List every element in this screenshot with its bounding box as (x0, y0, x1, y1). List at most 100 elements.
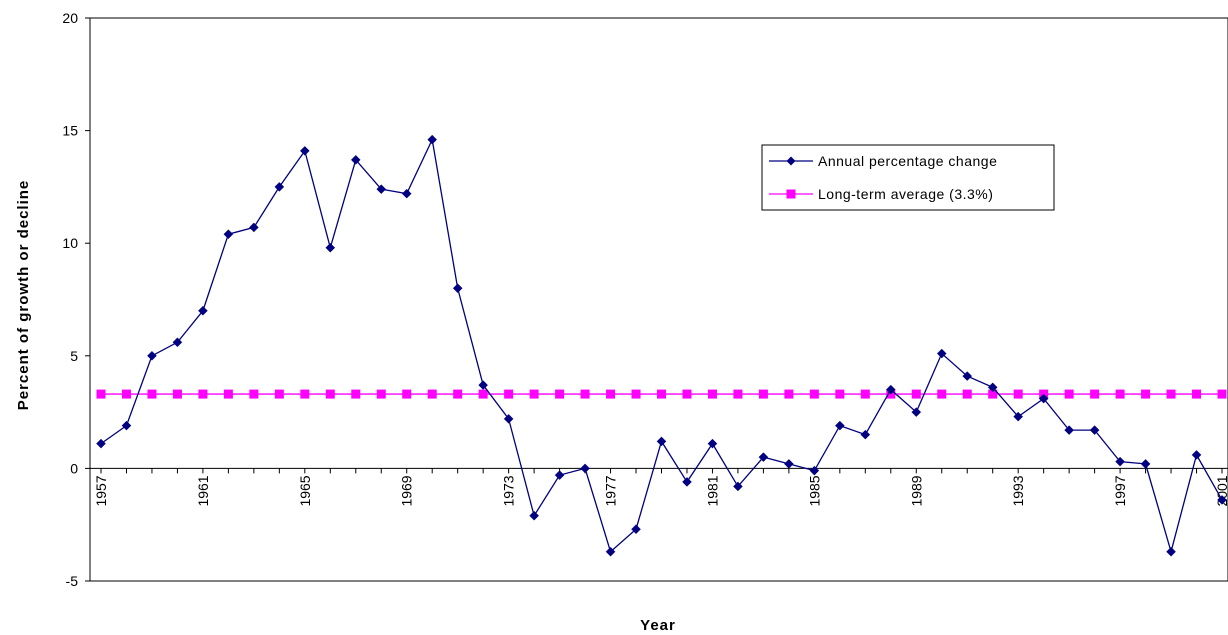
data-point (1064, 389, 1074, 399)
data-point (1089, 425, 1100, 435)
data-point (300, 389, 310, 399)
data-point (784, 459, 794, 469)
data-point (96, 438, 106, 449)
data-point (198, 305, 208, 316)
data-point (1064, 425, 1074, 435)
data-point (1166, 389, 1176, 399)
x-tick-label: 1993 (1010, 475, 1026, 506)
data-point (402, 389, 412, 399)
data-point (503, 414, 514, 424)
y-axis: -5 0 5 10 15 20 (62, 10, 90, 589)
data-point (325, 389, 335, 399)
legend-label: Annual percentage change (818, 153, 997, 169)
data-point (274, 182, 285, 192)
data-point (911, 407, 922, 417)
data-point (274, 389, 284, 399)
data-point (555, 389, 565, 399)
data-point (809, 465, 820, 476)
legend-marker (786, 189, 796, 199)
data-point (1217, 495, 1227, 505)
data-point (1141, 389, 1151, 399)
data-point (504, 389, 514, 399)
data-point (784, 389, 794, 399)
data-point (885, 384, 896, 395)
data-point (962, 389, 972, 399)
data-point (249, 389, 259, 399)
data-point (172, 389, 182, 399)
x-tick-label: 1985 (806, 475, 822, 506)
data-point (657, 389, 666, 399)
data-point (733, 389, 743, 399)
data-point (580, 389, 590, 399)
data-point (758, 452, 769, 462)
data-point (96, 389, 106, 399)
data-point (631, 389, 641, 399)
x-tick-label: 1961 (195, 475, 211, 506)
data-point (606, 389, 616, 399)
legend-item-annual: Annual percentage change (769, 153, 997, 169)
data-point (733, 481, 743, 492)
data-point (478, 389, 488, 399)
data-point (299, 146, 310, 156)
data-point (1038, 393, 1049, 404)
y-tick-label: 10 (62, 235, 78, 251)
legend-box (761, 144, 1055, 211)
data-point (682, 389, 692, 399)
data-point (1013, 411, 1024, 422)
series-layer (96, 134, 1227, 557)
x-tick-label: 1977 (603, 475, 619, 506)
data-point (1115, 456, 1125, 467)
data-point (401, 188, 412, 199)
x-tick-label: 1969 (399, 475, 415, 506)
data-point (834, 420, 845, 431)
data-point (147, 350, 157, 361)
y-tick-label: 15 (62, 123, 78, 139)
x-tick-label: 1989 (908, 475, 924, 506)
plot-area (89, 17, 1228, 582)
data-point (809, 389, 819, 399)
y-axis-title: Percent of growth or decline (15, 180, 32, 411)
data-point (1191, 450, 1202, 460)
data-point (529, 510, 539, 521)
data-point (427, 389, 437, 399)
data-point (860, 429, 871, 440)
data-point (223, 229, 234, 240)
data-point (631, 524, 641, 535)
data-point (1115, 389, 1125, 399)
data-point (758, 389, 768, 399)
data-point (121, 389, 131, 399)
data-point (453, 389, 463, 399)
data-point (656, 436, 667, 447)
data-point (835, 389, 845, 399)
data-point (860, 389, 870, 399)
data-point (1013, 389, 1023, 399)
data-point (988, 389, 998, 399)
data-point (452, 283, 463, 294)
y-tick-label: 0 (70, 460, 78, 476)
data-point (1166, 546, 1176, 557)
y-tick-label: 20 (62, 10, 78, 26)
data-point (936, 348, 947, 359)
legend: Annual percentage change Long-term averag… (761, 144, 1055, 211)
x-axis: 1957 1961 1965 1969 1973 1977 1981 1985 1989 1993… (93, 468, 1228, 507)
data-point (376, 184, 387, 195)
y-tick-label: 5 (70, 348, 78, 364)
data-point (350, 155, 361, 165)
legend-label: Long-term average (3.3%) (818, 186, 993, 202)
data-point (580, 463, 590, 474)
data-point (554, 470, 565, 481)
x-tick-label: 1981 (704, 475, 720, 506)
data-point (707, 389, 717, 399)
plot-frame (89, 17, 1228, 582)
data-point (707, 438, 718, 449)
data-point (249, 222, 259, 233)
data-point (121, 420, 132, 431)
data-point (962, 371, 973, 381)
data-point (1140, 459, 1151, 469)
data-point (605, 546, 616, 557)
x-tick-label: 1957 (93, 475, 109, 506)
data-point (529, 389, 539, 399)
data-point (147, 389, 157, 399)
x-tick-label: 1965 (297, 475, 313, 506)
